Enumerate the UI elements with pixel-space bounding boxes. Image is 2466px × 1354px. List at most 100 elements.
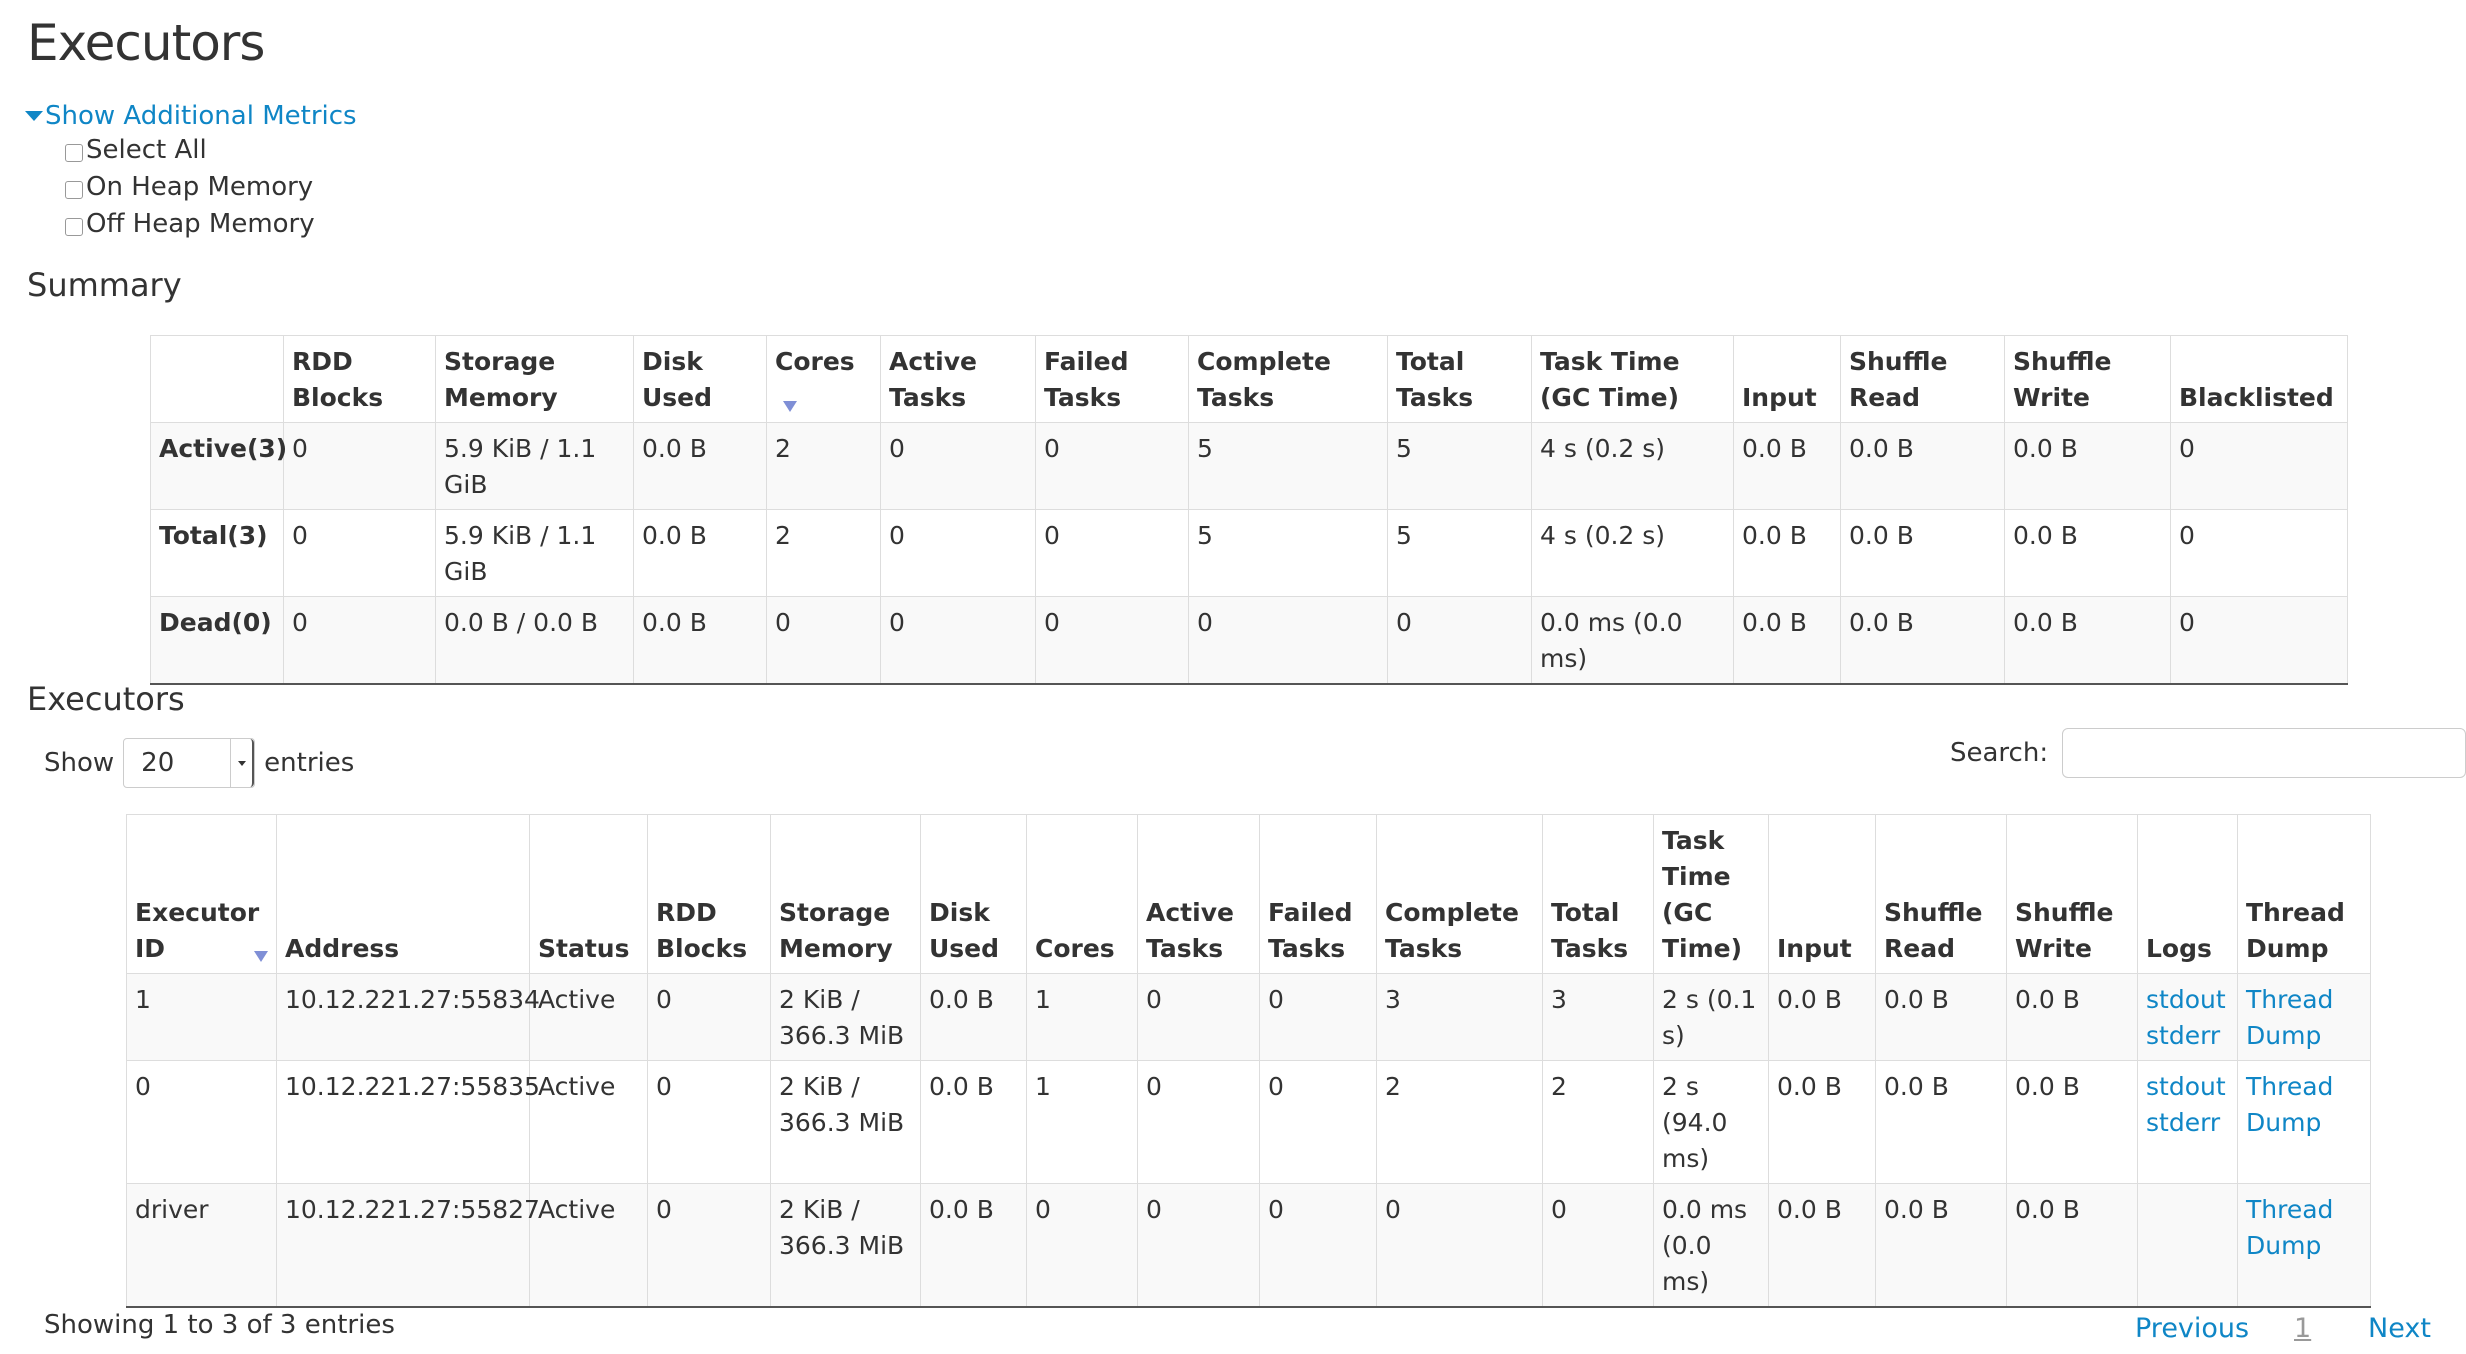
log-link-stderr[interactable]: stderr — [2146, 1108, 2221, 1137]
column-header[interactable]: Task Time (GC Time) — [1653, 814, 1769, 974]
log-link-stdout[interactable]: stdout — [2146, 1072, 2226, 1101]
column-header[interactable]: Active Tasks — [1137, 814, 1260, 974]
column-header[interactable]: Input — [1733, 335, 1841, 423]
column-header[interactable]: Task Time (GC Time) — [1531, 335, 1734, 423]
table-cell: 0 — [126, 1060, 277, 1184]
column-header[interactable]: Active Tasks — [880, 335, 1036, 423]
column-header[interactable]: Shuffle Read — [1875, 814, 2007, 974]
thread-dump-link[interactable]: Thread Dump — [2246, 1072, 2334, 1137]
column-header[interactable]: Input — [1768, 814, 1876, 974]
header-label: Active Tasks — [889, 347, 977, 412]
column-header[interactable]: Thread Dump — [2237, 814, 2371, 974]
column-header[interactable]: Disk Used — [633, 335, 767, 423]
column-header[interactable]: Complete Tasks — [1376, 814, 1543, 974]
column-header[interactable] — [150, 335, 284, 423]
table-cell: 0.0 B — [920, 1060, 1027, 1184]
table-cell: 0 — [1259, 973, 1377, 1061]
toggle-label: Show Additional Metrics — [45, 101, 357, 131]
table-cell: 0 — [880, 596, 1036, 685]
log-link-stdout[interactable]: stdout — [2146, 985, 2226, 1014]
column-header[interactable]: Total Tasks — [1387, 335, 1532, 423]
checkbox[interactable] — [65, 180, 83, 199]
table-cell: Active — [529, 1060, 648, 1184]
column-header[interactable]: Failed Tasks — [1035, 335, 1189, 423]
page-size-select[interactable]: 20 — [123, 738, 256, 788]
summary-row: Dead(0) 0 0.0 B / 0.0 B 0.0 B 0 0 0 0 0 0.0 ms (0… — [150, 596, 2348, 685]
table-cell: 0.0 B / 0.0 B — [435, 596, 634, 685]
column-header[interactable]: Storage Memory — [435, 335, 634, 423]
table-cell: 4 s (0.2 s) — [1531, 422, 1734, 510]
select-all-option[interactable]: Select All — [65, 131, 357, 168]
table-cell: 0 — [1387, 596, 1532, 685]
table-row: 1 10.12.221.27:55834 Active 0 2 KiB / 366.3 … — [126, 973, 2371, 1061]
column-header[interactable]: Total Tasks — [1542, 814, 1654, 974]
table-cell: 0.0 B — [633, 596, 767, 685]
column-header[interactable]: Complete Tasks — [1188, 335, 1388, 423]
column-header[interactable]: RDD Blocks — [647, 814, 771, 974]
header-label: RDD Blocks — [292, 347, 384, 412]
logs-cell — [2137, 1183, 2238, 1308]
table-cell: 0 — [283, 596, 436, 685]
checkbox[interactable] — [65, 217, 83, 236]
log-link-stderr[interactable]: stderr — [2146, 1021, 2221, 1050]
column-header[interactable]: RDD Blocks — [283, 335, 436, 423]
column-header[interactable]: Executor ID — [126, 814, 277, 974]
table-cell: 0.0 B — [1840, 509, 2005, 597]
column-header[interactable]: Blacklisted — [2170, 335, 2348, 423]
column-header[interactable]: Shuffle Read — [1840, 335, 2005, 423]
table-cell: 0.0 B — [1840, 596, 2005, 685]
table-info: Showing 1 to 3 of 3 entries — [44, 1310, 395, 1340]
table-cell: 0 — [283, 509, 436, 597]
executors-heading: Executors — [27, 680, 185, 718]
entries-label: entries — [264, 748, 355, 778]
column-header[interactable]: Address — [276, 814, 530, 974]
header-label: Complete Tasks — [1385, 898, 1519, 963]
thread-dump-link[interactable]: Thread Dump — [2246, 985, 2334, 1050]
table-cell: 0.0 B — [633, 509, 767, 597]
summary-table: RDD Blocks Storage Memory Disk Used Cores Ac… — [150, 335, 2348, 685]
previous-page-button[interactable]: Previous — [2135, 1313, 2250, 1344]
logs-cell: stdout stderr — [2137, 973, 2238, 1061]
column-header[interactable]: Shuffle Write — [2004, 335, 2171, 423]
show-additional-metrics-toggle[interactable]: Show Additional Metrics — [25, 101, 357, 131]
table-cell: 0.0 ms (0.0 ms) — [1653, 1183, 1769, 1308]
table-cell: 0.0 B — [2004, 596, 2171, 685]
column-header[interactable]: Cores — [766, 335, 881, 423]
checkbox[interactable] — [65, 143, 83, 162]
table-cell: 2 — [766, 422, 881, 510]
column-header[interactable]: Status — [529, 814, 648, 974]
table-cell: 0.0 B — [2006, 1060, 2138, 1184]
column-header[interactable]: Storage Memory — [770, 814, 921, 974]
column-header[interactable]: Logs — [2137, 814, 2238, 974]
header-label: Storage Memory — [444, 347, 558, 412]
table-cell: 0 — [1259, 1060, 1377, 1184]
on-heap-memory-option[interactable]: On Heap Memory — [65, 168, 357, 205]
header-label: Total Tasks — [1551, 898, 1629, 963]
header-label: Address — [285, 934, 400, 963]
column-header[interactable]: Failed Tasks — [1259, 814, 1377, 974]
column-header[interactable]: Disk Used — [920, 814, 1027, 974]
header-label: Cores — [1035, 934, 1115, 963]
column-header[interactable]: Cores — [1026, 814, 1138, 974]
table-cell: 0.0 B — [633, 422, 767, 510]
thread-dump-link[interactable]: Thread Dump — [2246, 1195, 2334, 1260]
column-header[interactable]: Shuffle Write — [2006, 814, 2138, 974]
next-page-button[interactable]: Next — [2368, 1313, 2431, 1344]
dropdown-arrow-icon[interactable] — [230, 739, 255, 787]
page-1-button[interactable]: 1 — [2294, 1313, 2312, 1344]
table-cell: 0 — [647, 973, 771, 1061]
table-cell: 2 KiB / 366.3 MiB — [770, 1183, 921, 1308]
additional-metrics: Show Additional Metrics Select All On He… — [25, 101, 357, 242]
table-cell: 4 s (0.2 s) — [1531, 509, 1734, 597]
table-cell: 5 — [1188, 509, 1388, 597]
table-cell: 0.0 B — [1733, 509, 1841, 597]
table-cell: 0.0 ms (0.0 ms) — [1531, 596, 1734, 685]
search-input[interactable] — [2062, 728, 2466, 778]
header-label: Executor ID — [135, 898, 260, 963]
table-cell: 5 — [1188, 422, 1388, 510]
sort-desc-icon — [783, 401, 797, 412]
header-label: Shuffle Read — [1884, 898, 1983, 963]
off-heap-memory-option[interactable]: Off Heap Memory — [65, 205, 357, 242]
table-cell: 1 — [1026, 1060, 1138, 1184]
